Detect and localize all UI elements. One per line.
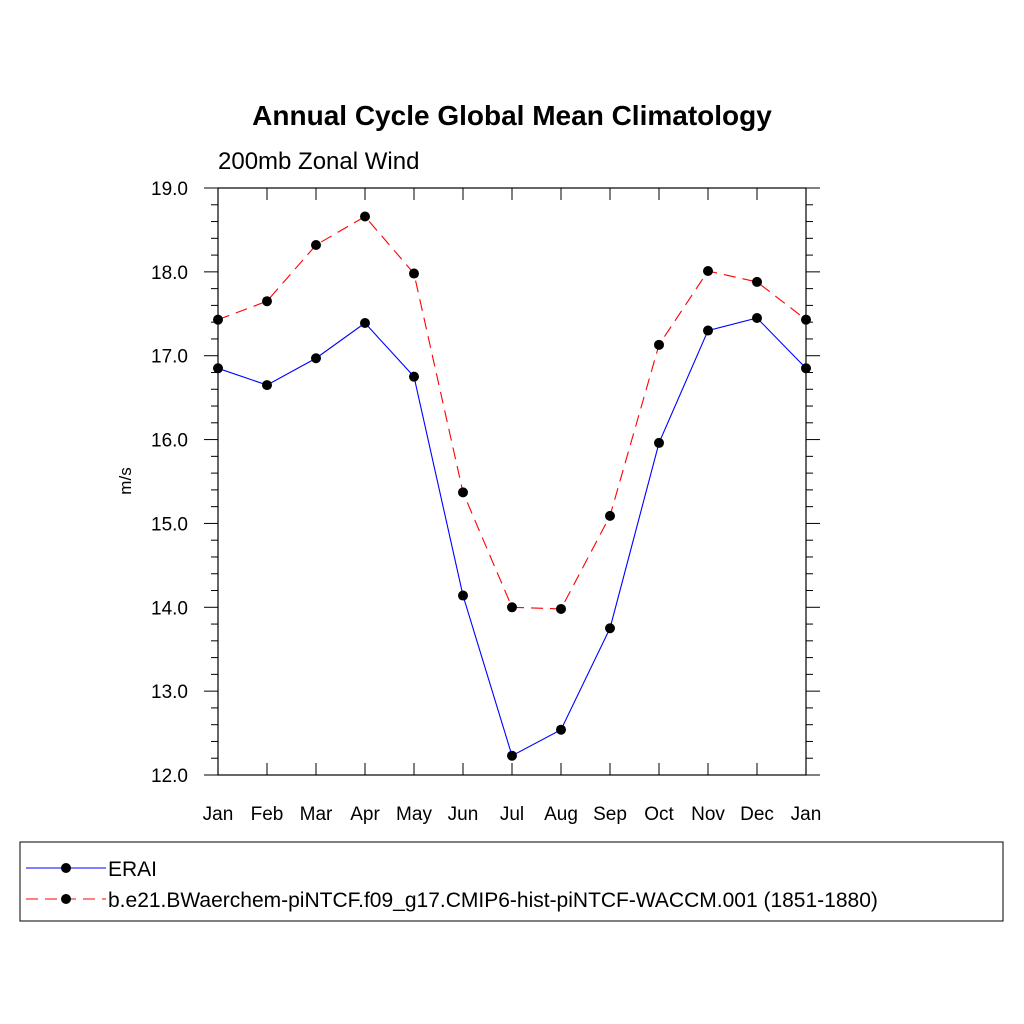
chart: Annual Cycle Global Mean Climatology 200… bbox=[0, 0, 1024, 1024]
data-point bbox=[360, 318, 370, 328]
legend-marker bbox=[61, 863, 71, 873]
legend-label: b.e21.BWaerchem-piNTCF.f09_g17.CMIP6-his… bbox=[108, 889, 878, 912]
y-tick-label: 15.0 bbox=[151, 514, 188, 535]
axis-ticks: Jan Feb Mar Apr May Jun Jul Aug Sep Oct Nov Dec Jan 1… bbox=[151, 179, 821, 825]
data-point bbox=[409, 372, 419, 382]
series-line bbox=[218, 318, 806, 756]
y-tick-label: 18.0 bbox=[151, 263, 188, 284]
data-point bbox=[703, 266, 713, 276]
y-tick-label: 19.0 bbox=[151, 179, 188, 200]
x-tick-label: Dec bbox=[740, 804, 774, 825]
data-point bbox=[507, 602, 517, 612]
x-tick-label: Feb bbox=[251, 804, 284, 825]
data-point bbox=[311, 240, 321, 250]
data-point bbox=[801, 315, 811, 325]
series-1 bbox=[213, 313, 811, 761]
x-tick-label: Jan bbox=[791, 804, 822, 825]
legend: ERAI b.e21.BWaerchem-piNTCF.f09_g17.CMIP6… bbox=[20, 842, 1003, 921]
data-point bbox=[556, 725, 566, 735]
y-tick-label: 13.0 bbox=[151, 682, 188, 703]
data-point bbox=[458, 487, 468, 497]
x-tick-label: Jul bbox=[500, 804, 524, 825]
data-point bbox=[262, 380, 272, 390]
data-point bbox=[262, 296, 272, 306]
x-tick-label: May bbox=[396, 804, 432, 825]
series-layer bbox=[213, 212, 811, 761]
x-tick-label: Aug bbox=[544, 804, 578, 825]
x-tick-label: Jan bbox=[203, 804, 234, 825]
x-tick-label: Mar bbox=[300, 804, 333, 825]
y-tick-label: 12.0 bbox=[151, 766, 188, 787]
y-axis-title: m/s bbox=[116, 467, 135, 494]
data-point bbox=[360, 212, 370, 222]
legend-marker bbox=[61, 894, 71, 904]
chart-subtitle: 200mb Zonal Wind bbox=[218, 148, 419, 175]
data-point bbox=[556, 604, 566, 614]
data-point bbox=[654, 438, 664, 448]
data-point bbox=[654, 340, 664, 350]
series-line bbox=[218, 217, 806, 609]
data-point bbox=[213, 315, 223, 325]
y-tick-label: 17.0 bbox=[151, 347, 188, 368]
data-point bbox=[311, 353, 321, 363]
data-point bbox=[801, 363, 811, 373]
data-point bbox=[507, 751, 517, 761]
y-tick-label: 14.0 bbox=[151, 598, 188, 619]
data-point bbox=[605, 623, 615, 633]
plot-frame bbox=[218, 188, 806, 775]
data-point bbox=[458, 591, 468, 601]
x-tick-label: Sep bbox=[593, 804, 627, 825]
legend-label: ERAI bbox=[108, 858, 157, 881]
series-2 bbox=[213, 212, 811, 614]
x-tick-label: Oct bbox=[644, 804, 674, 825]
x-tick-label: Jun bbox=[448, 804, 479, 825]
data-point bbox=[409, 269, 419, 279]
y-tick-label: 16.0 bbox=[151, 431, 188, 452]
x-tick-label: Apr bbox=[350, 804, 380, 825]
data-point bbox=[703, 326, 713, 336]
data-point bbox=[752, 313, 762, 323]
data-point bbox=[213, 363, 223, 373]
x-tick-label: Nov bbox=[691, 804, 725, 825]
data-point bbox=[605, 511, 615, 521]
chart-title: Annual Cycle Global Mean Climatology bbox=[252, 100, 772, 131]
data-point bbox=[752, 277, 762, 287]
